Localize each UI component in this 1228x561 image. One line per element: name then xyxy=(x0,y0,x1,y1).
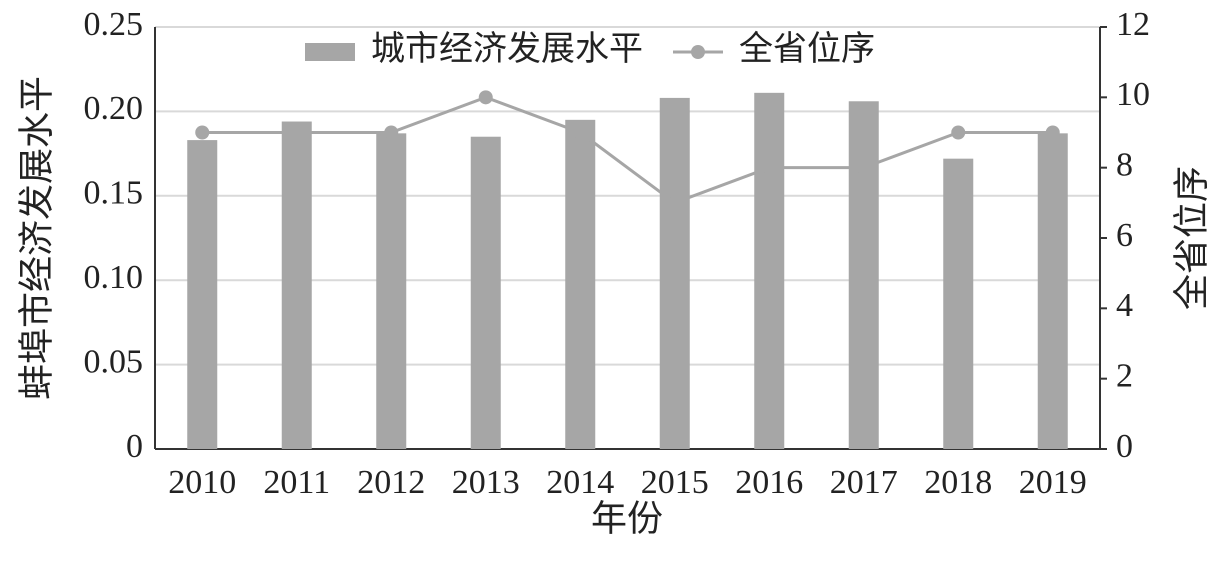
x-tick-label: 2016 xyxy=(735,464,803,501)
bar xyxy=(659,97,690,450)
x-tick-label: 2014 xyxy=(546,464,614,501)
x-tick-label: 2015 xyxy=(641,464,709,501)
y2-tick-label: 2 xyxy=(1116,357,1133,394)
marker xyxy=(195,125,210,140)
y2-tick-label: 12 xyxy=(1116,6,1150,43)
y-tick-label: 0.25 xyxy=(84,6,144,43)
legend-label: 全省位序 xyxy=(739,30,875,68)
bar xyxy=(565,119,596,449)
legend-swatch xyxy=(305,43,355,61)
y2-axis-title: 全省位序 xyxy=(1171,166,1211,310)
marker xyxy=(289,125,304,140)
legend-label: 城市经济发展水平 xyxy=(371,30,643,68)
x-tick-label: 2010 xyxy=(168,464,236,501)
y-tick-label: 0.05 xyxy=(84,343,144,380)
y2-tick-label: 10 xyxy=(1116,76,1150,113)
marker xyxy=(951,125,966,140)
marker xyxy=(384,125,399,140)
bar xyxy=(943,158,974,449)
y-tick-label: 0.20 xyxy=(84,90,144,127)
y-tick-label: 0 xyxy=(126,428,143,465)
y-tick-label: 0.10 xyxy=(84,259,144,296)
x-tick-label: 2011 xyxy=(263,464,330,501)
x-tick-label: 2018 xyxy=(924,464,992,501)
bar xyxy=(376,133,407,449)
marker xyxy=(478,90,493,105)
y2-tick-label: 0 xyxy=(1116,428,1133,465)
bar xyxy=(1037,133,1068,449)
marker xyxy=(762,160,777,175)
legend-swatch xyxy=(691,45,705,59)
x-axis-title: 年份 xyxy=(591,498,663,538)
marker xyxy=(573,125,588,140)
x-tick-label: 2017 xyxy=(830,464,898,501)
x-tick-label: 2019 xyxy=(1019,464,1087,501)
x-tick-label: 2012 xyxy=(357,464,425,501)
y-axis-title: 蚌埠市经济发展水平 xyxy=(16,76,56,400)
y-tick-label: 0.15 xyxy=(84,175,144,212)
bar xyxy=(754,92,785,449)
y2-tick-label: 6 xyxy=(1116,217,1133,254)
bar xyxy=(281,121,312,449)
y2-tick-label: 4 xyxy=(1116,287,1133,324)
bar xyxy=(187,140,218,449)
y2-tick-label: 8 xyxy=(1116,146,1133,183)
marker xyxy=(1045,125,1060,140)
x-tick-label: 2013 xyxy=(452,464,520,501)
marker xyxy=(856,160,871,175)
bar xyxy=(848,101,879,449)
bar xyxy=(470,136,501,449)
line xyxy=(202,95,1053,205)
marker xyxy=(667,195,682,210)
